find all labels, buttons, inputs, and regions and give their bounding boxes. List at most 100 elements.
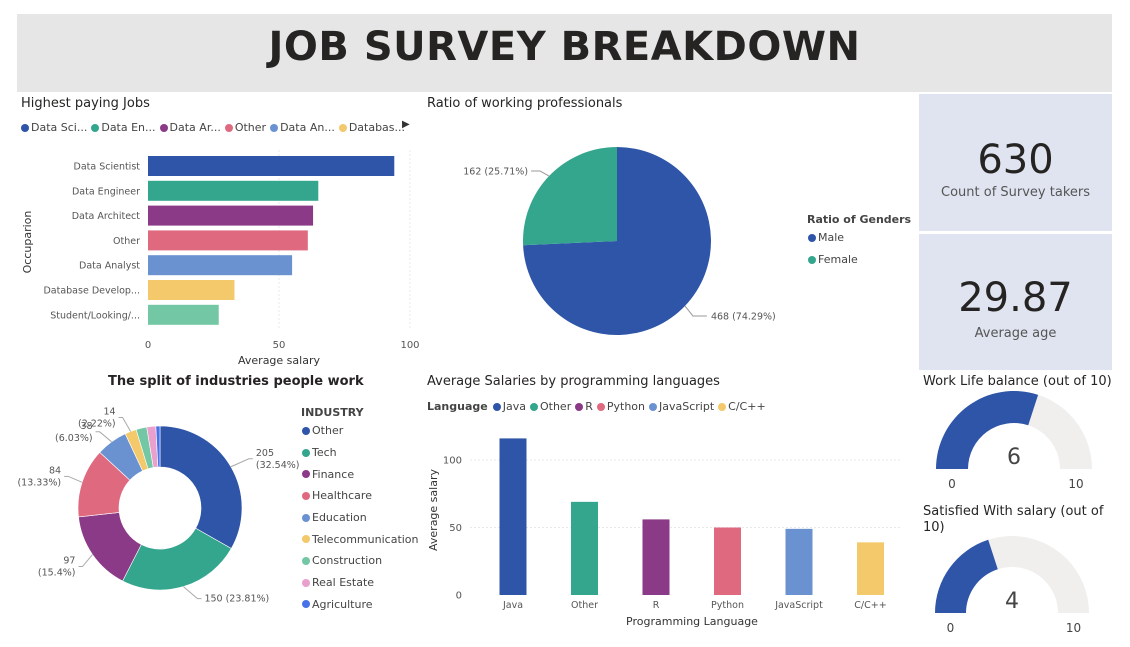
gauge-worklife-title: Work Life balance (out of 10) (923, 374, 1112, 389)
legend-dot (492, 402, 501, 411)
leader-line (684, 305, 707, 317)
chevron-right-icon[interactable]: ▶ (402, 119, 410, 130)
industry-donut-chart: 205(32.54%) 150 (23.81%) 97(15.4%) 84(13.33… (17, 406, 299, 605)
gauge-min-label: 0 (947, 621, 955, 635)
gender-legend-title: Ratio of Genders (807, 213, 912, 226)
legend-label: R (585, 400, 593, 413)
legend-dot (575, 402, 584, 411)
gauge-max-label: 10 (1068, 477, 1083, 491)
y-axis-title: Occuparion (21, 211, 34, 274)
legend-item: Other (529, 400, 572, 413)
legend-item: JavaScript (649, 400, 714, 413)
slice-female (523, 147, 617, 246)
legend-item: Education (302, 507, 419, 529)
gauge-worklife: 6 0 10 (936, 391, 1092, 491)
category-label: Data Architect (72, 211, 141, 222)
legend-dot (649, 402, 658, 411)
category-label: Other (113, 236, 140, 247)
slice-label-male: 468 (74.29%) (711, 311, 776, 322)
legend-item: Tech (302, 442, 419, 464)
leader-line (64, 475, 83, 483)
slice-label-healthcare: 84 (49, 465, 61, 476)
slice-label-finance: (15.4%) (38, 568, 76, 579)
slice-label-education: 38 (81, 421, 93, 432)
legend-item: Male (808, 227, 858, 249)
gender-chart-title: Ratio of working professionals (427, 96, 623, 111)
slice-other (159, 425, 243, 549)
gender-pie-chart: 468 (74.29%) 162 (25.71%) (463, 147, 776, 335)
bar-data-engineer (148, 180, 319, 201)
legend-label: Real Estate (312, 576, 375, 590)
legend-item: Agriculture (302, 594, 419, 616)
legend-item: Java (492, 400, 526, 413)
legend-item: Construction (302, 550, 419, 572)
bar-other (571, 501, 598, 595)
legend-label: Data Sci... (31, 121, 88, 134)
legend-label: C/C++ (728, 400, 766, 413)
legend-dot (302, 535, 310, 544)
y-tick-label: 50 (449, 523, 462, 534)
legend-label: Healthcare (312, 489, 372, 503)
slice-label-finance: 97 (63, 556, 75, 567)
legend-item: Python (596, 400, 646, 413)
legend-dot (302, 470, 310, 479)
legend-dot (338, 123, 347, 132)
x-tick-label: Python (711, 600, 744, 611)
jobs-chart-title: Highest paying Jobs (21, 96, 150, 111)
kpi-count-label: Count of Survey takers (941, 185, 1090, 200)
leader-line (183, 586, 202, 600)
legend-label: Female (818, 253, 858, 267)
gauge-min-label: 0 (948, 477, 956, 491)
bar-student-looking (148, 304, 219, 325)
leader-line (78, 554, 93, 568)
legend-label: Other (539, 400, 572, 413)
legend-item: Telecommunication (302, 528, 419, 550)
legend-item: R (575, 400, 593, 413)
bar-other (148, 230, 308, 251)
leader-line (531, 170, 550, 177)
x-tick-label: Other (571, 600, 598, 611)
bar-data-architect (148, 205, 314, 226)
slice-label-telecommunication: (2.22%) (78, 418, 116, 429)
legend-item: Real Estate (302, 572, 419, 594)
legend-dot (91, 123, 100, 132)
slice-agriculture (155, 425, 161, 468)
gauge-value: 6 (1007, 445, 1021, 470)
y-axis-title: Average salary (427, 469, 440, 551)
slice-label-tech: 150 (23.81%) (204, 594, 269, 605)
kpi-card-age: 29.87 Average age (919, 234, 1112, 370)
x-axis-title: Average salary (238, 354, 320, 367)
languages-legend: Language Java Other R Python JavaScript C/C++ (427, 400, 770, 413)
jobs-bar-chart: 0 50 100 Data Scientist Data Engineer Data Ar… (21, 150, 420, 367)
leader-line (118, 416, 132, 432)
legend-label: Construction (312, 554, 383, 568)
category-label: Data Engineer (72, 186, 140, 197)
legend-item: Other (224, 121, 266, 134)
x-axis-title: Programming Language (626, 615, 758, 628)
bar-python (714, 527, 741, 595)
legend-dot (302, 448, 310, 457)
x-tick-label: 0 (145, 340, 151, 351)
legend-label: Data An... (280, 121, 335, 134)
x-tick-label: C/C++ (854, 600, 886, 611)
legend-dot (21, 123, 29, 132)
category-label: Database Develop... (43, 286, 140, 297)
bar-java (499, 438, 527, 595)
legend-dot (302, 513, 310, 522)
legend-item: Finance (302, 463, 419, 485)
x-tick-label: JavaScript (774, 600, 823, 611)
legend-dot (808, 233, 816, 242)
bar-javascript (785, 528, 813, 595)
bar-c-c (857, 542, 884, 595)
languages-bar-chart: 0 50 100 Java Other R Python JavaScript C/C++ Pro… (427, 438, 900, 628)
x-tick-label: Java (502, 600, 523, 611)
bar-data-scientist (148, 156, 395, 176)
legend-item: Data En... (91, 121, 156, 134)
slice-label-female: 162 (25.71%) (463, 167, 528, 178)
legend-label: Male (818, 231, 845, 245)
kpi-count-value: 630 (977, 137, 1054, 183)
languages-chart-title: Average Salaries by programming language… (427, 374, 720, 389)
leader-line (95, 431, 112, 443)
legend-item: Other (302, 420, 419, 442)
legend-label: Python (606, 400, 646, 413)
